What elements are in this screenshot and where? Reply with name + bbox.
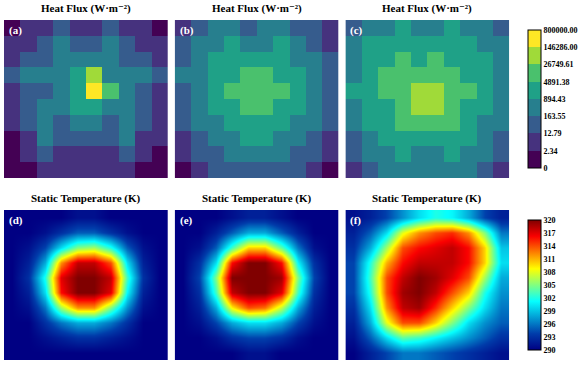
svg-text:2.34: 2.34 xyxy=(544,147,558,156)
svg-text:(d): (d) xyxy=(9,214,23,227)
svg-text:Heat Flux (W·m⁻²): Heat Flux (W·m⁻²) xyxy=(382,2,472,15)
svg-text:305: 305 xyxy=(544,281,556,290)
svg-text:314: 314 xyxy=(544,242,556,251)
svg-text:12.79: 12.79 xyxy=(544,129,562,138)
svg-text:163.55: 163.55 xyxy=(544,112,566,121)
svg-text:Static Temperature (K): Static Temperature (K) xyxy=(372,192,482,205)
svg-text:(f): (f) xyxy=(350,214,361,227)
svg-text:894.43: 894.43 xyxy=(544,95,566,104)
svg-text:(e): (e) xyxy=(180,214,193,227)
svg-text:293: 293 xyxy=(544,333,556,342)
svg-text:320: 320 xyxy=(544,216,556,225)
svg-text:(b): (b) xyxy=(180,24,194,37)
svg-text:(c): (c) xyxy=(350,24,363,37)
svg-text:302: 302 xyxy=(544,294,556,303)
svg-text:Static Temperature (K): Static Temperature (K) xyxy=(31,192,141,205)
svg-text:Static Temperature (K): Static Temperature (K) xyxy=(202,192,312,205)
svg-text:317: 317 xyxy=(544,229,556,238)
svg-text:308: 308 xyxy=(544,268,556,277)
svg-text:296: 296 xyxy=(544,320,556,329)
svg-text:800000.00: 800000.00 xyxy=(544,26,578,35)
svg-text:311: 311 xyxy=(544,255,556,264)
svg-text:4891.38: 4891.38 xyxy=(544,78,570,87)
svg-text:(a): (a) xyxy=(9,24,22,37)
svg-text:146286.00: 146286.00 xyxy=(544,43,578,52)
svg-text:26749.61: 26749.61 xyxy=(544,60,574,69)
svg-text:299: 299 xyxy=(544,307,556,316)
svg-text:Heat Flux (W·m⁻²): Heat Flux (W·m⁻²) xyxy=(212,2,302,15)
svg-text:Heat Flux (W·m⁻²): Heat Flux (W·m⁻²) xyxy=(41,2,131,15)
svg-text:0: 0 xyxy=(544,164,548,173)
svg-text:290: 290 xyxy=(544,346,556,355)
